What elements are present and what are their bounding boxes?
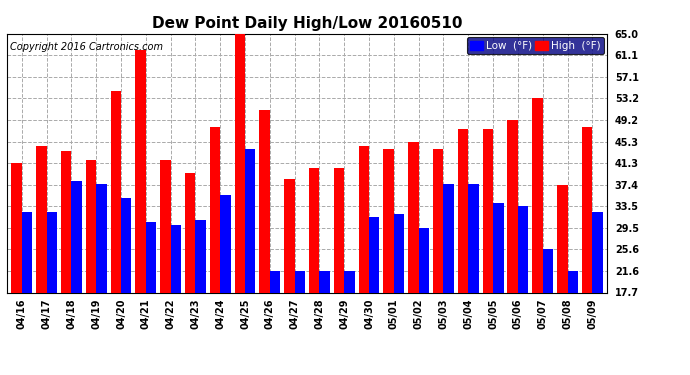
Title: Dew Point Daily High/Low 20160510: Dew Point Daily High/Low 20160510 (152, 16, 462, 31)
Bar (394, 214, 404, 375)
Bar (284, 179, 295, 375)
Bar (419, 228, 429, 375)
Bar (518, 206, 529, 375)
Bar (11, 164, 22, 375)
Bar (22, 211, 32, 375)
Bar (146, 222, 156, 375)
Bar (458, 129, 469, 375)
Bar (245, 148, 255, 375)
Bar (295, 271, 305, 375)
Bar (170, 225, 181, 375)
Bar (543, 249, 553, 375)
Bar (359, 146, 369, 375)
Bar (259, 110, 270, 375)
Bar (86, 160, 96, 375)
Bar (220, 195, 230, 375)
Bar (567, 271, 578, 375)
Bar (309, 168, 319, 375)
Bar (344, 271, 355, 375)
Bar (507, 120, 518, 375)
Legend: Low  (°F), High  (°F): Low (°F), High (°F) (466, 37, 604, 54)
Bar (444, 184, 454, 375)
Bar (71, 182, 82, 375)
Bar (36, 146, 47, 375)
Bar (121, 198, 131, 375)
Text: Copyright 2016 Cartronics.com: Copyright 2016 Cartronics.com (10, 42, 163, 51)
Bar (532, 98, 543, 375)
Bar (408, 141, 419, 375)
Bar (160, 160, 170, 375)
Bar (384, 148, 394, 375)
Bar (110, 91, 121, 375)
Bar (469, 184, 479, 375)
Bar (592, 211, 603, 375)
Bar (195, 220, 206, 375)
Bar (493, 203, 504, 375)
Bar (235, 34, 245, 375)
Bar (96, 184, 107, 375)
Bar (135, 50, 146, 375)
Bar (319, 271, 330, 375)
Bar (270, 271, 280, 375)
Bar (210, 127, 220, 375)
Bar (557, 185, 567, 375)
Bar (433, 148, 444, 375)
Bar (47, 211, 57, 375)
Bar (61, 152, 71, 375)
Bar (369, 217, 380, 375)
Bar (582, 127, 592, 375)
Bar (334, 168, 344, 375)
Bar (483, 129, 493, 375)
Bar (185, 173, 195, 375)
